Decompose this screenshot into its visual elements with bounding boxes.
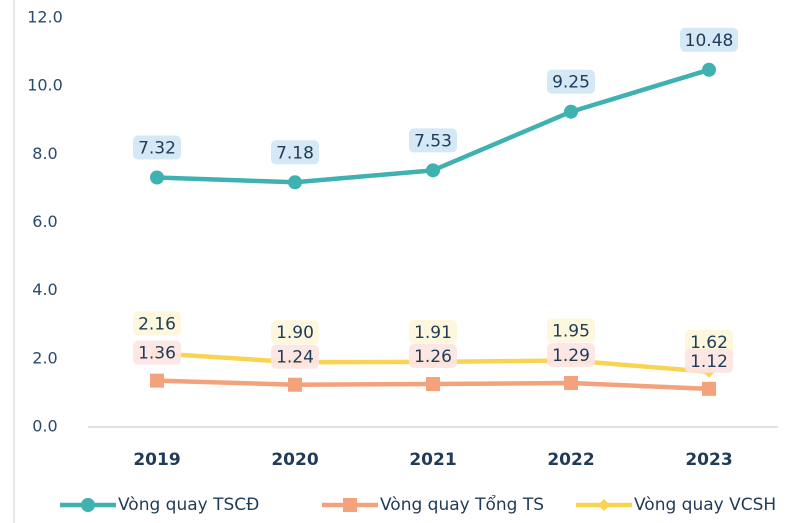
legend-label: Vòng quay TSCĐ [118,495,259,515]
data-label-bg [133,311,181,336]
x-tick-label: 2021 [409,450,456,470]
y-tick-label: 4.0 [32,280,57,299]
data-label-bg [133,340,181,365]
x-tick-label: 2023 [685,450,732,470]
data-label-bg [685,348,733,373]
point [288,377,302,392]
data-label: 1.36 [138,344,176,364]
data-label: 1.62 [690,333,728,353]
x-tick-label: 2020 [271,450,318,470]
data-label-bg [547,343,595,368]
data-label-bg [680,27,738,52]
x-tick-label: 2022 [547,450,594,470]
point [150,373,164,388]
y-tick-label: 2.0 [32,348,57,367]
point [343,498,357,512]
y-tick-label: 6.0 [32,212,57,231]
point [150,170,164,185]
data-label: 1.12 [690,352,728,372]
data-label: 7.32 [138,139,176,159]
x-tick-label: 2019 [133,450,180,470]
point [81,498,95,512]
data-label-bg [133,135,181,160]
data-label-bg [685,329,733,354]
data-label-bg [271,344,319,369]
legend-label: Vòng quay VCSH [634,495,776,515]
data-label: 1.29 [552,346,590,366]
y-tick-label: 12.0 [27,8,63,27]
data-label: 9.25 [552,73,590,93]
point [288,175,302,190]
data-label: 1.24 [276,348,314,368]
data-label: 1.95 [552,322,590,342]
data-label: 1.91 [414,323,452,343]
data-label-bg [547,318,595,343]
legend-label: Vòng quay Tổng TS [380,494,544,515]
point [426,377,440,392]
data-label: 1.26 [414,347,452,367]
data-label: 7.18 [276,143,314,163]
point [564,104,578,119]
data-label-bg [271,320,319,345]
data-label-bg [409,319,457,344]
point [702,381,716,396]
data-label-bg [547,69,595,94]
point [702,62,716,77]
point [426,163,440,178]
y-tick-label: 10.0 [27,76,63,95]
point [598,499,610,511]
data-label: 7.53 [414,131,452,151]
data-label-bg [409,344,457,369]
data-label: 1.90 [276,323,314,343]
data-label-bg [271,140,319,165]
y-tick-label: 8.0 [32,144,57,163]
point [564,376,578,391]
data-label: 2.16 [138,314,176,334]
data-label: 10.48 [685,31,734,51]
y-tick-label: 0.0 [32,417,57,436]
data-label-bg [409,128,457,153]
